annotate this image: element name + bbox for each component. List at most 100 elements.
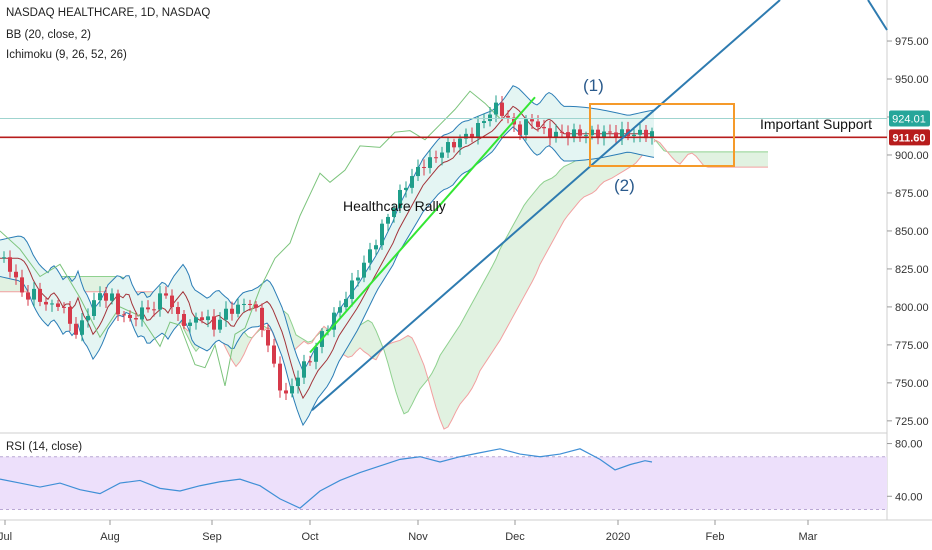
candle-body (26, 292, 30, 300)
price-tick-label: 975.00 (895, 36, 929, 48)
candle-body (572, 129, 576, 138)
time-axis[interactable]: Jul Aug Sep Oct Nov Dec 2020 Feb Mar (0, 520, 818, 543)
ichimoku-legend[interactable]: Ichimoku (9, 26, 52, 26) (6, 49, 127, 61)
candle-body (104, 293, 108, 301)
candle-body (440, 152, 444, 158)
candle-body (596, 129, 600, 139)
candle-body (236, 304, 240, 314)
candle-body (416, 166, 420, 177)
time-tick-label: Dec (505, 531, 525, 543)
trend-line[interactable] (311, 0, 781, 411)
candle-body (164, 293, 168, 296)
rsi-legend[interactable]: RSI (14, close) (6, 441, 83, 453)
price-tick-label: 825.00 (895, 264, 929, 276)
candle-body (8, 257, 12, 272)
candle-body (38, 288, 42, 302)
candle-body (314, 346, 318, 362)
support-annotation: Important Support (760, 116, 872, 132)
time-tick-label: 2020 (606, 531, 630, 543)
price-tick-label: 900.00 (895, 150, 929, 162)
candle-body (254, 304, 258, 308)
candle-body (74, 323, 78, 335)
candle-body (452, 142, 456, 148)
candle-body (98, 293, 102, 301)
candle-body (482, 121, 486, 124)
candle-body (362, 262, 366, 278)
rsi-tick-label: 80.00 (895, 439, 923, 451)
candle-body (338, 307, 342, 313)
candle-body (206, 316, 210, 321)
price-axis[interactable]: 975.00950.00925.00900.00875.00850.00825.… (887, 36, 929, 428)
candle-body (158, 293, 162, 310)
candle-body (140, 307, 144, 320)
last-price-label: 924.01 (892, 113, 926, 125)
bb-fill (0, 85, 654, 426)
candle-body (332, 312, 336, 330)
candle-body (212, 316, 216, 330)
candle-body (266, 329, 270, 346)
candle-body (386, 216, 390, 224)
candle-body (458, 138, 462, 148)
candle-body (602, 131, 606, 139)
candle-body (584, 135, 588, 137)
candle-body (326, 329, 330, 332)
rsi-axis[interactable]: 80.00 40.00 (887, 439, 923, 504)
candle-body (350, 280, 354, 299)
candle-body (50, 303, 54, 305)
candle-body (380, 223, 384, 246)
support-price-badge: 911.60 (889, 129, 930, 146)
candle-body (404, 187, 408, 190)
candle-body (548, 128, 552, 138)
candle-body (290, 386, 294, 394)
candle-body (530, 119, 534, 122)
candle-body (500, 102, 504, 116)
candle-body (2, 257, 6, 259)
candle-body (296, 377, 300, 387)
candle-body (476, 123, 480, 137)
symbol-legend[interactable]: NASDAQ HEALTHCARE, 1D, NASDAQ (6, 7, 211, 19)
rally-line[interactable] (309, 96, 536, 354)
candle-body (638, 129, 642, 135)
time-tick-label: Oct (301, 531, 318, 543)
bb-legend[interactable]: BB (20, close, 2) (6, 29, 92, 41)
candle-body (308, 361, 312, 363)
candle-body (188, 322, 192, 326)
candle-body (644, 129, 648, 139)
time-tick-label: Jul (0, 531, 12, 543)
candle-body (410, 176, 414, 188)
consolidation-box[interactable] (589, 103, 735, 167)
lagging-line (0, 90, 501, 387)
wave-1-label: (1) (583, 76, 604, 95)
candle-body (272, 345, 276, 364)
candle-body (620, 129, 624, 138)
price-tick-label: 750.00 (895, 378, 929, 390)
candle-body (86, 316, 90, 321)
candle-body (200, 317, 204, 321)
candle-body (44, 301, 48, 305)
candle-body (422, 166, 426, 168)
ichimoku-lagging-span (0, 90, 501, 387)
time-tick-label: Sep (202, 531, 222, 543)
price-tick-label: 800.00 (895, 302, 929, 314)
candle-body (368, 249, 372, 263)
candle-body (194, 317, 198, 323)
candle-body (92, 300, 96, 317)
candle-body (134, 318, 138, 320)
candle-body (152, 309, 156, 311)
price-tick-label: 725.00 (895, 416, 929, 428)
rsi-band (0, 456, 887, 510)
candle-body (80, 320, 84, 335)
candle-body (608, 131, 612, 133)
price-tick-label: 850.00 (895, 226, 929, 238)
candle-body (590, 129, 594, 136)
time-tick-label: Nov (408, 531, 428, 543)
candle-body (176, 307, 180, 314)
candle-body (650, 131, 654, 139)
candle-body (128, 314, 132, 319)
time-tick-label: Aug (100, 531, 120, 543)
candle-body (182, 313, 186, 326)
candle-body (560, 131, 564, 133)
candle-body (116, 293, 120, 315)
trend-line-upper[interactable] (867, 0, 888, 31)
